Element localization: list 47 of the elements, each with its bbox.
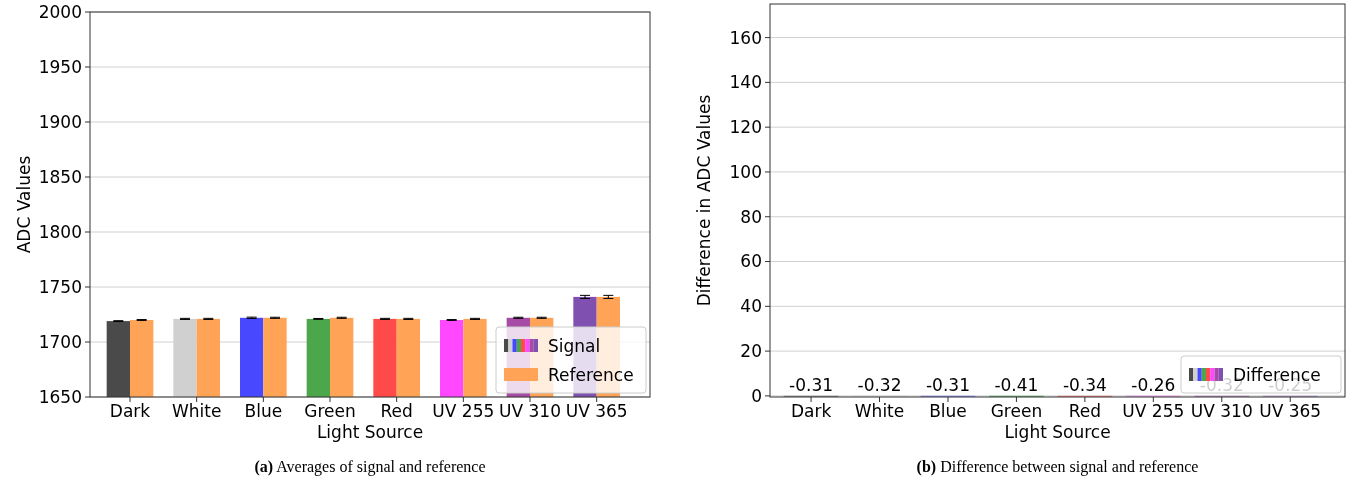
x-tick-label: UV 365 — [565, 401, 628, 421]
x-tick-label: UV 255 — [432, 401, 495, 421]
x-tick-label: Blue — [929, 401, 967, 421]
data-label: -0.34 — [1062, 374, 1107, 395]
y-tick-label: 20 — [740, 341, 762, 362]
y-tick-label: 2000 — [38, 1, 82, 22]
y-tick-label: 80 — [740, 206, 762, 227]
x-tick-label: UV 365 — [1259, 401, 1322, 421]
text: (a) Averages of signal and reference — [254, 458, 486, 476]
y-tick-label: 120 — [729, 117, 762, 138]
y-tick-label: 140 — [729, 72, 762, 93]
x-tick-label: Red — [380, 401, 413, 421]
data-label: -0.26 — [1131, 374, 1176, 395]
y-tick-label: 160 — [729, 27, 762, 48]
x-axis-title: Light Source — [1004, 422, 1111, 442]
data-label: -0.31 — [925, 374, 970, 395]
x-tick-label: Dark — [109, 401, 151, 421]
y-tick-label: 1950 — [38, 56, 82, 77]
data-label: -0.41 — [994, 374, 1039, 395]
legend-label: Signal — [548, 335, 601, 356]
y-tick-label: 1650 — [38, 386, 82, 407]
y-tick-label: 1800 — [38, 221, 82, 242]
x-tick-label: Dark — [790, 401, 832, 421]
text: (b) Difference between signal and reference — [916, 458, 1199, 476]
y-tick-label: 60 — [740, 251, 762, 272]
y-tick-label: 1700 — [38, 331, 82, 352]
x-tick-label: Green — [990, 401, 1043, 421]
x-tick-label: UV 255 — [1122, 401, 1185, 421]
x-tick-label: Red — [1068, 401, 1102, 421]
y-tick-label: 1750 — [38, 276, 82, 297]
data-label: -0.31 — [789, 374, 834, 395]
x-tick-label: Blue — [244, 401, 283, 421]
x-tick-label: Green — [304, 401, 356, 421]
x-tick-label: UV 310 — [499, 401, 561, 421]
y-tick-label: 1850 — [38, 166, 82, 187]
y-axis-title: Difference in ADC Values — [694, 94, 714, 307]
y-tick-label: 40 — [740, 296, 762, 317]
y-tick-label: 0 — [751, 385, 762, 406]
x-tick-label: UV 310 — [1190, 401, 1253, 421]
y-tick-label: 100 — [729, 161, 762, 182]
legend-label: Reference — [548, 364, 634, 385]
y-tick-label: 1900 — [38, 111, 82, 132]
x-tick-label: White — [171, 401, 222, 421]
data-label: -0.32 — [857, 374, 902, 395]
x-tick-label: White — [854, 401, 905, 421]
x-axis-title: Light Source — [316, 422, 424, 442]
y-axis-title: ADC Values — [14, 155, 34, 254]
